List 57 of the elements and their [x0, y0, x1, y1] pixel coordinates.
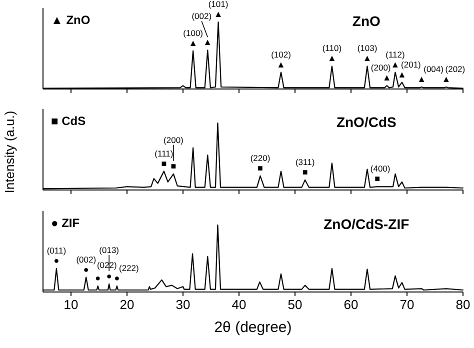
- annotation: ▲: [276, 59, 286, 70]
- annotation: ●: [114, 272, 120, 283]
- annotation: ●: [54, 256, 60, 266]
- annotation: ● ZIF: [51, 216, 80, 230]
- annotation: ■: [170, 160, 176, 171]
- x-tick-label: 50: [288, 297, 302, 312]
- annotation: ▲: [442, 74, 451, 84]
- annotation: (112): [386, 49, 406, 60]
- annotation: (200): [370, 62, 391, 73]
- x-tick-label: 60: [344, 297, 358, 312]
- annotation: ▲: [203, 37, 212, 48]
- annotation: ■: [302, 166, 308, 177]
- annotation: (111): [154, 148, 174, 158]
- annotation: ▲: [188, 38, 198, 48]
- chart-title: ZnO/CdS-ZIF: [324, 216, 410, 232]
- annotation: (400): [370, 164, 390, 174]
- annotation: ▲: [417, 74, 426, 84]
- annotation: ■: [161, 158, 167, 168]
- annotation: (002): [76, 254, 96, 264]
- annotation: ▲: [398, 69, 406, 80]
- annotation: (103): [357, 43, 378, 54]
- chart-title: ZnO: [352, 13, 381, 29]
- annotation: ▲ ZnO: [51, 13, 90, 27]
- annotation: ▲: [328, 53, 336, 64]
- annotation: ■: [258, 162, 263, 173]
- annotation: ▲: [362, 53, 372, 64]
- annotation: (004): [424, 64, 444, 74]
- annotation: (013): [99, 244, 120, 255]
- annotation: (011): [46, 246, 66, 256]
- x-tick-label: 30: [176, 297, 190, 312]
- annotation: ▲: [382, 72, 392, 83]
- annotation: (311): [295, 156, 315, 167]
- chart-title: ZnO/CdS: [336, 114, 396, 130]
- y-axis-title: Intensity (a.u.): [2, 110, 17, 194]
- text: (002): [192, 11, 212, 22]
- annotation: ■ CdS: [51, 114, 86, 128]
- annotation: ●: [95, 272, 101, 283]
- annotation: ▲: [214, 9, 223, 20]
- annotation: ●: [83, 264, 89, 274]
- annotation: ■: [374, 174, 380, 184]
- annotation: ●: [106, 270, 112, 281]
- x-tick-label: 10: [64, 297, 78, 312]
- annotation: (201): [401, 59, 422, 70]
- x-tick-label: 80: [456, 297, 470, 312]
- x-tick-label: 70: [400, 297, 414, 312]
- annotation: (200): [164, 134, 184, 145]
- x-tick-label: 40: [232, 297, 246, 312]
- annotation: (202): [445, 64, 466, 74]
- annotation: ▲: [390, 59, 400, 70]
- annotation: (220): [250, 152, 270, 163]
- text: (101): [208, 0, 228, 10]
- annotation: (222): [119, 262, 140, 273]
- annotation: (110): [322, 43, 342, 54]
- annotation: (102): [271, 49, 292, 60]
- x-axis-title: 2θ (degree): [214, 319, 292, 336]
- annotation: (100): [183, 28, 204, 38]
- x-tick-label: 20: [120, 297, 134, 312]
